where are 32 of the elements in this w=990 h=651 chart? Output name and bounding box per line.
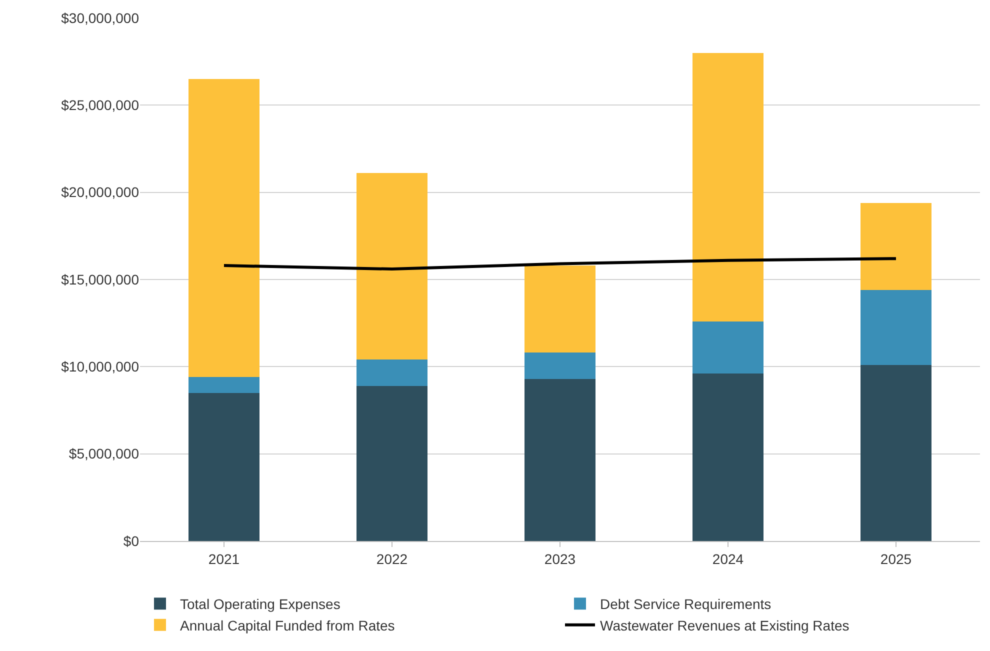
bar [524,352,596,379]
bar [524,266,596,353]
y-tick-label: $20,000,000 [61,184,140,200]
bar [524,378,596,541]
bar [356,386,428,541]
y-tick-label: $30,000,000 [61,10,140,26]
bar [860,202,932,290]
x-tick-label: 2023 [544,550,576,567]
bar [188,392,260,541]
bar [356,360,428,386]
legend-label: Annual Capital Funded from Rates [180,617,395,634]
bar [188,79,260,378]
line-series [222,257,898,271]
y-tick-label: $25,000,000 [61,97,140,114]
bar [188,377,260,393]
legend-label: Total Operating Expenses [180,596,340,612]
x-tick-label: 2025 [880,550,912,567]
x-tick-label: 2022 [376,550,408,567]
y-tick-label: $15,000,000 [61,271,140,288]
bar [860,364,932,541]
bar [692,52,764,322]
bar [692,374,764,541]
x-tick-label: 2021 [208,550,240,567]
bar [692,321,764,374]
y-tick-label: $10,000,000 [61,358,140,375]
y-tick-label: $5,000,000 [68,446,140,462]
bar [356,173,428,360]
legend-label: Wastewater Revenues at Existing Rates [600,617,850,634]
y-tick-label: $0 [123,532,140,549]
bar [860,290,932,365]
x-tick-label: 2024 [712,550,744,567]
legend-label: Debt Service Requirements [600,596,772,612]
